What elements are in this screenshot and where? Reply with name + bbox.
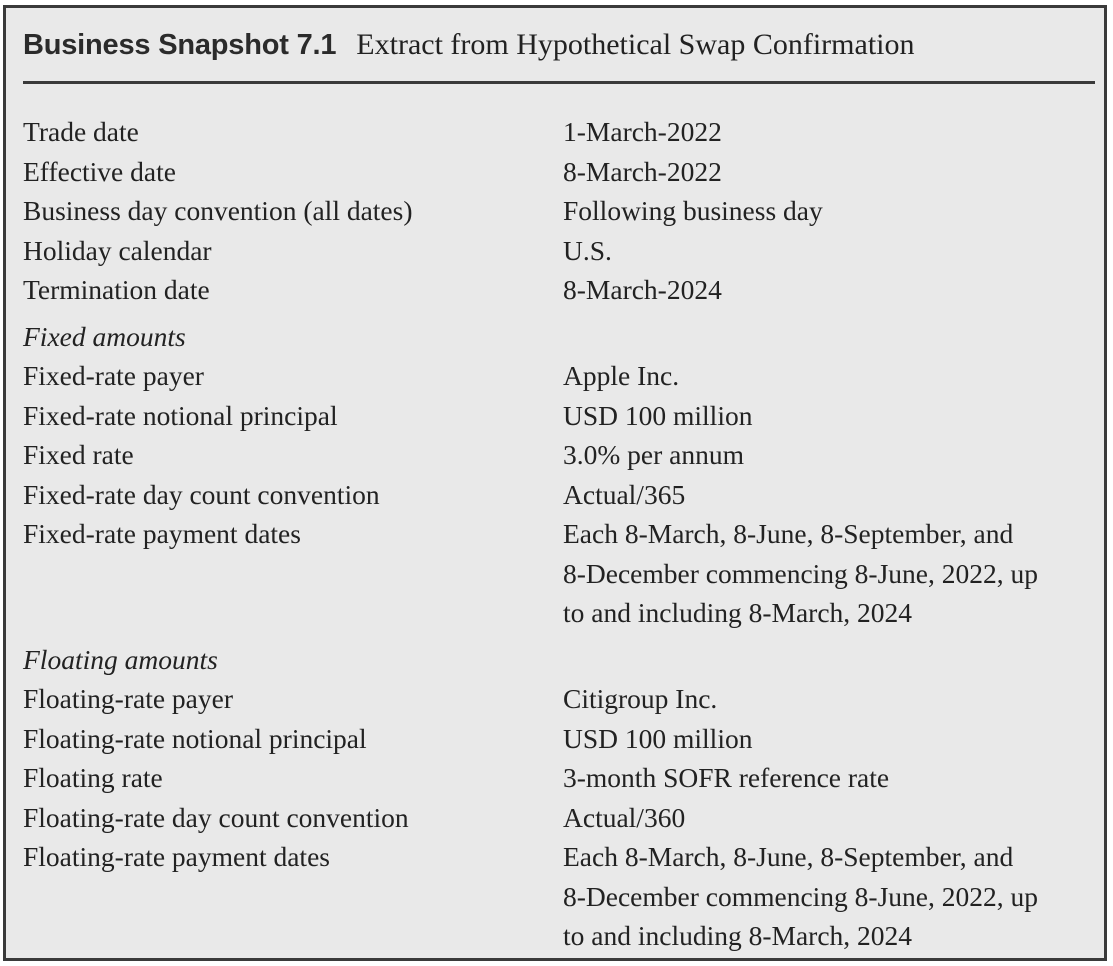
- term-label: Trade date: [23, 116, 139, 147]
- term-row: Fixed-rate payer Apple Inc.: [23, 356, 1095, 396]
- term-value: Citigroup Inc.: [563, 683, 718, 714]
- term-label: Business day convention (all dates): [23, 195, 413, 226]
- term-label: Fixed-rate payment dates: [23, 518, 301, 549]
- term-row: Termination date 8-March-2024: [23, 270, 1095, 310]
- term-row: Trade date 1-March-2022: [23, 112, 1095, 152]
- term-value: USD 100 million: [563, 399, 753, 431]
- floating-amounts-heading: Floating amounts: [23, 640, 1095, 680]
- term-value: Each 8-March, 8-June, 8-September, and 8…: [563, 841, 1038, 951]
- section-heading: Floating amounts: [23, 643, 218, 675]
- fixed-amounts-heading: Fixed amounts: [23, 317, 1095, 357]
- term-value: 8-March-2022: [563, 155, 722, 187]
- term-row: Fixed-rate day count convention Actual/3…: [23, 475, 1095, 515]
- term-value: Actual/360: [563, 801, 686, 833]
- term-value: Actual/365: [563, 478, 686, 510]
- term-value: Each 8-March, 8-June, 8-September, and 8…: [563, 518, 1038, 628]
- snapshot-label: Business Snapshot 7.1: [23, 29, 337, 61]
- term-value: 3-month SOFR reference rate: [563, 762, 890, 793]
- term-label: Fixed-rate payer: [23, 360, 204, 391]
- term-label: Effective date: [23, 155, 176, 187]
- term-row: Business day convention (all dates) Foll…: [23, 191, 1095, 231]
- term-value: USD 100 million: [563, 722, 753, 754]
- term-row: Holiday calendar U.S.: [23, 231, 1095, 271]
- term-row: Effective date 8-March-2022: [23, 152, 1095, 192]
- term-row: Fixed-rate notional principal USD 100 mi…: [23, 396, 1095, 436]
- term-label: Fixed rate: [23, 439, 134, 470]
- section-heading: Fixed amounts: [23, 320, 186, 352]
- term-value: 8-March-2024: [563, 274, 722, 305]
- term-label: Termination date: [23, 274, 210, 305]
- term-row: Floating rate 3-month SOFR reference rat…: [23, 758, 1095, 798]
- term-label: Fixed-rate notional principal: [23, 399, 338, 431]
- business-snapshot-box: Business Snapshot 7.1 Extract from Hypoth…: [3, 5, 1107, 961]
- term-label: Floating-rate notional principal: [23, 722, 367, 754]
- term-label: Fixed-rate day count convention: [23, 478, 380, 510]
- term-value: Following business day: [563, 195, 823, 226]
- term-value: 1-March-2022: [563, 116, 722, 147]
- term-row: Floating-rate payer Citigroup Inc.: [23, 679, 1095, 719]
- snapshot-header: Business Snapshot 7.1 Extract from Hypoth…: [23, 28, 1095, 84]
- term-row: Fixed-rate payment dates Each 8-March, 8…: [23, 514, 1095, 633]
- term-label: Floating-rate day count convention: [23, 801, 409, 833]
- term-value: U.S.: [563, 234, 612, 266]
- term-label: Holiday calendar: [23, 234, 212, 266]
- term-row: Floating-rate notional principal USD 100…: [23, 719, 1095, 759]
- term-row: Floating-rate payment dates Each 8-March…: [23, 837, 1095, 956]
- term-row: Fixed rate 3.0% per annum: [23, 435, 1095, 475]
- snapshot-title: Extract from Hypothetical Swap Confirmat…: [356, 28, 915, 61]
- term-row: Floating-rate day count convention Actua…: [23, 798, 1095, 838]
- term-label: Floating rate: [23, 762, 163, 793]
- term-label: Floating-rate payer: [23, 683, 233, 714]
- term-value: Apple Inc.: [563, 360, 680, 391]
- term-label: Floating-rate payment dates: [23, 841, 330, 872]
- term-value: 3.0% per annum: [563, 439, 744, 470]
- confirmation-terms: Trade date 1-March-2022 Effective date 8…: [23, 112, 1095, 956]
